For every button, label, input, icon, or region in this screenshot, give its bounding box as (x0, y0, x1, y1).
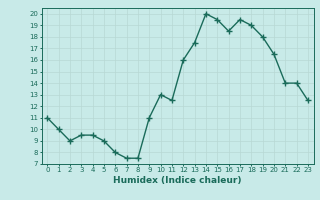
X-axis label: Humidex (Indice chaleur): Humidex (Indice chaleur) (113, 176, 242, 185)
